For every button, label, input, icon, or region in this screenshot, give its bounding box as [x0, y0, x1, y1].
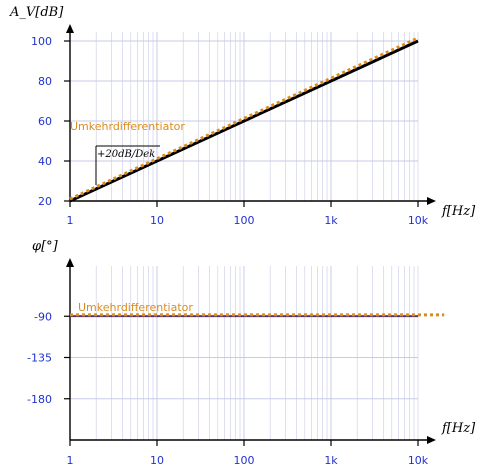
slope-annotation: +20dB/Dek	[97, 149, 155, 160]
x-axis-arrow	[427, 197, 436, 205]
x-tick-label: 100	[234, 454, 255, 467]
x-tick-label: 1k	[324, 214, 338, 227]
y-axis-arrow	[66, 24, 74, 33]
x-axis-arrow	[427, 436, 436, 444]
series-label: Umkehrdifferentiator	[78, 301, 193, 314]
y-axis-arrow	[66, 258, 74, 267]
y-tick-label: 60	[38, 115, 52, 128]
x-tick-label: 1k	[324, 454, 338, 467]
x-tick-label: 1	[67, 454, 74, 467]
x-axis-title: f[Hz]	[441, 421, 476, 436]
y-tick-label: 40	[38, 155, 52, 168]
x-tick-label: 1	[67, 214, 74, 227]
y-axis-title: A_V[dB]	[9, 5, 64, 20]
x-axis-title: f[Hz]	[441, 204, 476, 219]
y-tick-label: 80	[38, 75, 52, 88]
x-tick-label: 10k	[408, 454, 429, 467]
y-tick-label: -180	[27, 393, 52, 406]
y-tick-label: -90	[34, 310, 52, 323]
gain-plot-panel: 1 10 100 1k 10k 100 80 60 40 20 A_V[dB] f[Hz] Umkehr…	[9, 5, 476, 227]
x-tick-label: 100	[234, 214, 255, 227]
x-tick-label: 10	[150, 454, 164, 467]
phase-plot-panel: 1 10 100 1k 10k -90 -135 -180 φ[°] f[Hz] Umkehrdif…	[27, 239, 476, 467]
series-line-solid	[69, 39, 419, 203]
series-label: Umkehrdifferentiator	[70, 120, 185, 133]
y-tick-label: 20	[38, 195, 52, 208]
y-axis-title: φ[°]	[32, 239, 59, 254]
y-tick-label: 100	[31, 35, 52, 48]
series-line-dotted	[69, 36, 419, 201]
x-tick-label: 10	[150, 214, 164, 227]
x-tick-label: 10k	[408, 214, 429, 227]
y-tick-label: -135	[27, 352, 52, 365]
